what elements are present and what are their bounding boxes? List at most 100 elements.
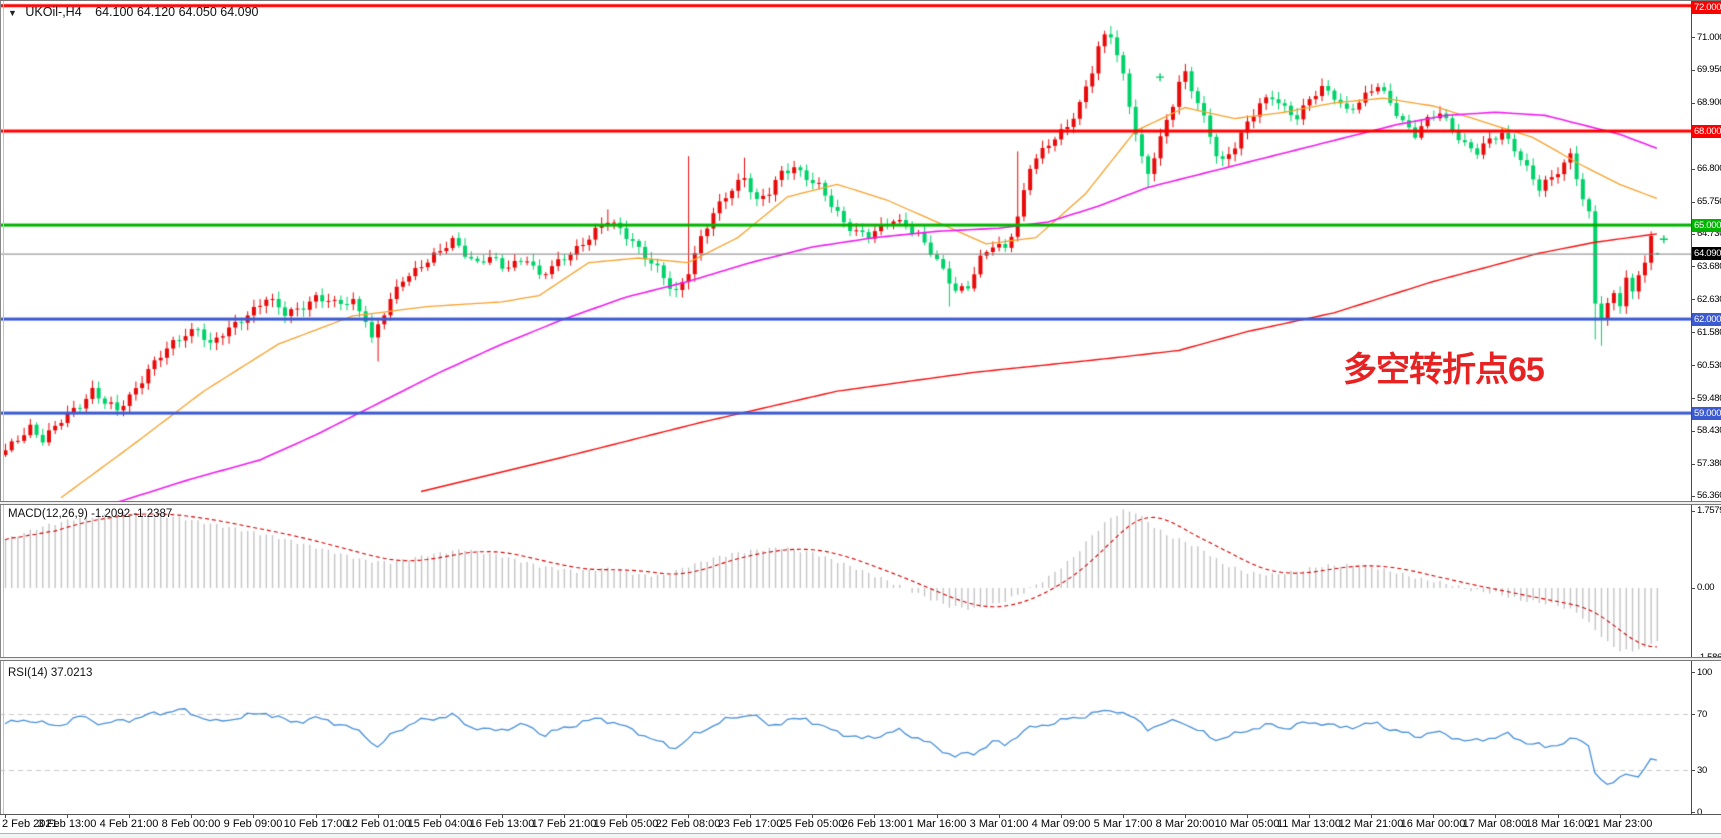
- time-axis-tick: [5, 815, 6, 818]
- axis-tick: [1691, 588, 1695, 589]
- panel-divider-macd-rsi[interactable]: [0, 657, 1721, 661]
- time-tick-label: 4 Mar 09:00: [1031, 818, 1091, 830]
- time-tick-label: 18 Mar 16:00: [1525, 818, 1591, 830]
- price-tick-label: 59.480: [1697, 393, 1721, 404]
- macd-label: MACD(12,26,9) -1.2092 -1.2387: [8, 508, 173, 520]
- time-tick-label: 1 Mar 16:00: [907, 818, 967, 830]
- time-tick-label: 4 Feb 21:00: [99, 818, 159, 830]
- time-tick-label: 21 Mar 23:00: [1587, 818, 1653, 830]
- axis-tick: [1691, 70, 1695, 71]
- time-axis-tick: [626, 815, 627, 818]
- time-tick-label: 15 Feb 04:00: [407, 818, 473, 830]
- time-tick-label: 16 Feb 13:00: [469, 818, 535, 830]
- rsi-tick-label: 70: [1697, 709, 1707, 720]
- time-axis-tick: [937, 815, 938, 818]
- axis-tick: [1691, 812, 1695, 813]
- price-tick-label: 62.630: [1697, 294, 1721, 305]
- time-axis-tick: [812, 815, 813, 818]
- time-tick-label: 10 Mar 05:00: [1214, 818, 1280, 830]
- time-axis-tick: [874, 815, 875, 818]
- axis-tick: [1691, 770, 1695, 771]
- time-tick-label: 25 Feb 05:00: [779, 818, 845, 830]
- level-price-box[interactable]: 68.000: [1692, 125, 1721, 138]
- time-tick-label: 17 Mar 08:00: [1462, 818, 1528, 830]
- time-tick-label: 8 Feb 00:00: [161, 818, 221, 830]
- price-tick-label: 71.000: [1697, 32, 1721, 43]
- rsi-indicator-chart[interactable]: [0, 661, 1691, 814]
- macd-tick-label: 0.00: [1697, 582, 1715, 593]
- time-axis[interactable]: 2 Feb 2021 3 Feb 13:00 4 Feb 21:00 8 Feb 00…: [0, 815, 1721, 833]
- axis-tick: [1691, 714, 1695, 715]
- price-tick-label: 60.530: [1697, 360, 1721, 371]
- price-axis-line: [1691, 1, 1692, 815]
- time-axis-tick: [1620, 815, 1621, 818]
- time-tick-label: 10 Feb 17:00: [283, 818, 349, 830]
- price-tick-label: 65.750: [1697, 196, 1721, 207]
- time-axis-tick: [688, 815, 689, 818]
- time-axis-tick: [1247, 815, 1248, 818]
- time-tick-label: 16 Mar 00:00: [1400, 818, 1466, 830]
- axis-tick: [1691, 398, 1695, 399]
- price-tick-label: 68.900: [1697, 97, 1721, 108]
- time-axis-tick: [1495, 815, 1496, 818]
- axis-tick: [1691, 332, 1695, 333]
- price-tick-label: 61.580: [1697, 327, 1721, 338]
- axis-tick: [1691, 37, 1695, 38]
- time-tick-label: 12 Mar 21:00: [1338, 818, 1404, 830]
- time-axis-tick: [502, 815, 503, 818]
- time-tick-label: 8 Mar 20:00: [1155, 818, 1215, 830]
- panel-divider-main-macd[interactable]: [0, 501, 1721, 505]
- axis-tick: [1691, 672, 1695, 673]
- rsi-tick-label: 0: [1697, 807, 1702, 818]
- axis-tick: [1691, 511, 1695, 512]
- time-axis-tick: [67, 815, 68, 818]
- axis-tick: [1691, 464, 1695, 465]
- time-tick-label: 19 Feb 05:00: [593, 818, 659, 830]
- bottom-strip: [0, 833, 1721, 838]
- window-left-inner-border: [3, 1, 4, 838]
- time-axis-tick: [191, 815, 192, 818]
- time-axis-tick: [1123, 815, 1124, 818]
- symbol-dropdown-icon[interactable]: ▼: [8, 8, 17, 18]
- axis-tick: [1691, 431, 1695, 432]
- time-axis-tick: [1061, 815, 1062, 818]
- time-tick-label: 11 Mar 13:00: [1276, 818, 1342, 830]
- main-price-chart[interactable]: [0, 1, 1691, 504]
- price-tick-label: 58.430: [1697, 425, 1721, 436]
- time-tick-label: 22 Feb 08:00: [655, 818, 721, 830]
- time-tick-label: 23 Feb 17:00: [717, 818, 783, 830]
- rsi-label: RSI(14) 37.0213: [8, 667, 93, 679]
- current-price-box: 64.090: [1692, 247, 1721, 260]
- level-price-box[interactable]: 72.000: [1692, 1, 1721, 14]
- time-tick-label: 3 Mar 01:00: [969, 818, 1029, 830]
- price-tick-label: 66.800: [1697, 163, 1721, 174]
- time-axis-tick: [253, 815, 254, 818]
- price-tick-label: 64.730: [1697, 228, 1721, 239]
- time-axis-tick: [440, 815, 441, 818]
- ohlc-values: 64.100 64.120 64.050 64.090: [95, 5, 259, 19]
- time-axis-tick: [564, 815, 565, 818]
- time-axis-tick: [378, 815, 379, 818]
- macd-indicator-chart[interactable]: [0, 504, 1691, 658]
- axis-tick: [1691, 365, 1695, 366]
- axis-tick: [1691, 202, 1695, 203]
- price-tick-label: 69.950: [1697, 64, 1721, 75]
- time-tick-label: 3 Feb 13:00: [37, 818, 97, 830]
- level-price-box[interactable]: 65.000: [1692, 219, 1721, 232]
- panel-divider-rsi-timeaxis: [0, 814, 1721, 815]
- axis-tick: [1691, 299, 1695, 300]
- time-tick-label: 17 Feb 21:00: [531, 818, 597, 830]
- time-tick-label: 9 Feb 09:00: [223, 818, 283, 830]
- pivot-annotation-text: 多空转折点65: [1343, 351, 1545, 389]
- price-tick-label: 57.380: [1697, 458, 1721, 469]
- time-tick-label: 2 Feb 2021: [2, 818, 58, 830]
- level-price-box[interactable]: 62.000: [1692, 313, 1721, 326]
- time-tick-label: 26 Feb 13:00: [841, 818, 907, 830]
- time-axis-tick: [1371, 815, 1372, 818]
- time-axis-tick: [999, 815, 1000, 818]
- window-left-border: [0, 1, 1, 838]
- time-axis-tick: [129, 815, 130, 818]
- level-price-box[interactable]: 59.000: [1692, 407, 1721, 420]
- rsi-tick-label: 30: [1697, 765, 1707, 776]
